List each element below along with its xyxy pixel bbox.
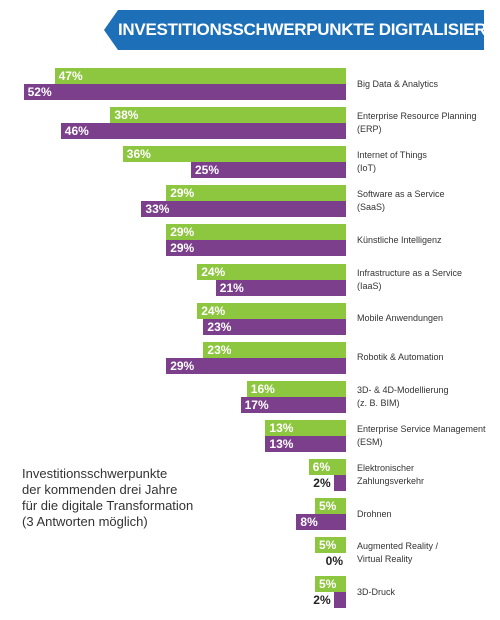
value-label: 29%: [170, 358, 195, 373]
value-label: 52%: [27, 85, 52, 99]
bar: [166, 357, 346, 374]
bar: [333, 592, 346, 609]
bar: [265, 435, 346, 452]
value-label: 6%: [312, 460, 331, 474]
value-label: 24%: [201, 264, 226, 279]
value-label: 46%: [64, 124, 89, 139]
category-label: 3D- & 4D-Modellierung (z. B. BIM): [357, 384, 449, 408]
annotation: Investitionsschwerpunkte der kommenden d…: [22, 466, 194, 529]
bar: [203, 318, 346, 335]
category-label: Robotik & Automation: [357, 352, 444, 363]
bar: [197, 263, 346, 280]
bar: [246, 380, 346, 397]
bar: [60, 123, 346, 140]
bar: [166, 240, 346, 257]
value-label: 47%: [58, 69, 83, 83]
bar: [240, 396, 346, 413]
category-label: Enterprise Resource Planning (ERP): [357, 111, 477, 135]
category-label: 3D-Druck: [357, 586, 396, 597]
bar: [215, 279, 346, 296]
bar: [308, 459, 346, 475]
title-banner: [104, 10, 484, 50]
value-label: 2%: [313, 593, 331, 608]
value-label: 5%: [319, 538, 337, 553]
bar: [296, 514, 346, 531]
value-label: 0%: [325, 554, 343, 569]
category-label: Infrastructure as a Service (IaaS): [357, 267, 463, 291]
bar: [265, 419, 346, 436]
value-label: 2%: [313, 476, 331, 490]
value-label: 21%: [219, 280, 244, 295]
value-label: 13%: [269, 420, 294, 435]
value-label: 16%: [250, 381, 275, 396]
value-label: 23%: [207, 319, 232, 334]
value-label: 8%: [300, 515, 318, 530]
category-label: Internet of Things (IoT): [357, 150, 427, 174]
bar: [315, 537, 346, 554]
value-label: 5%: [319, 577, 337, 592]
chart-title: INVESTITIONSSCHWERPUNKTE DIGITALISIERUNG: [118, 20, 500, 39]
bar: [333, 475, 346, 491]
value-label: 29%: [170, 186, 195, 201]
bar: [166, 185, 346, 202]
bar: [315, 498, 346, 515]
value-label: 17%: [244, 397, 269, 412]
value-label: 29%: [170, 241, 195, 256]
category-label: Enterprise Service Management (ESM): [357, 423, 486, 447]
value-label: 29%: [170, 225, 195, 240]
value-label: 23%: [207, 342, 232, 357]
category-label: Augmented Reality / Virtual Reality: [357, 541, 439, 565]
bar: [191, 162, 346, 179]
value-label: 33%: [145, 202, 170, 217]
title-banner-shape: [104, 10, 484, 50]
bar: [203, 341, 346, 358]
value-label: 24%: [201, 303, 226, 318]
value-label: 36%: [126, 147, 151, 162]
bar: [23, 84, 346, 100]
value-label: 38%: [114, 108, 139, 123]
bar: [122, 146, 346, 163]
category-label: Software as a Service (SaaS): [357, 189, 445, 213]
bar: [141, 201, 346, 218]
bar: [166, 224, 346, 241]
value-label: 13%: [269, 436, 294, 451]
category-label: Elektronischer Zahlungsverkehr: [357, 463, 425, 486]
bar: [197, 302, 346, 319]
category-label: Big Data & Analytics: [357, 78, 439, 89]
category-label: Mobile Anwendungen: [357, 313, 444, 324]
category-label: Drohnen: [357, 508, 392, 519]
bar: [110, 107, 346, 124]
bar: [54, 68, 346, 84]
category-label: Künstliche Intelligenz: [357, 234, 442, 245]
bar: [315, 576, 346, 593]
value-label: 5%: [319, 499, 337, 514]
value-label: 25%: [195, 163, 220, 178]
